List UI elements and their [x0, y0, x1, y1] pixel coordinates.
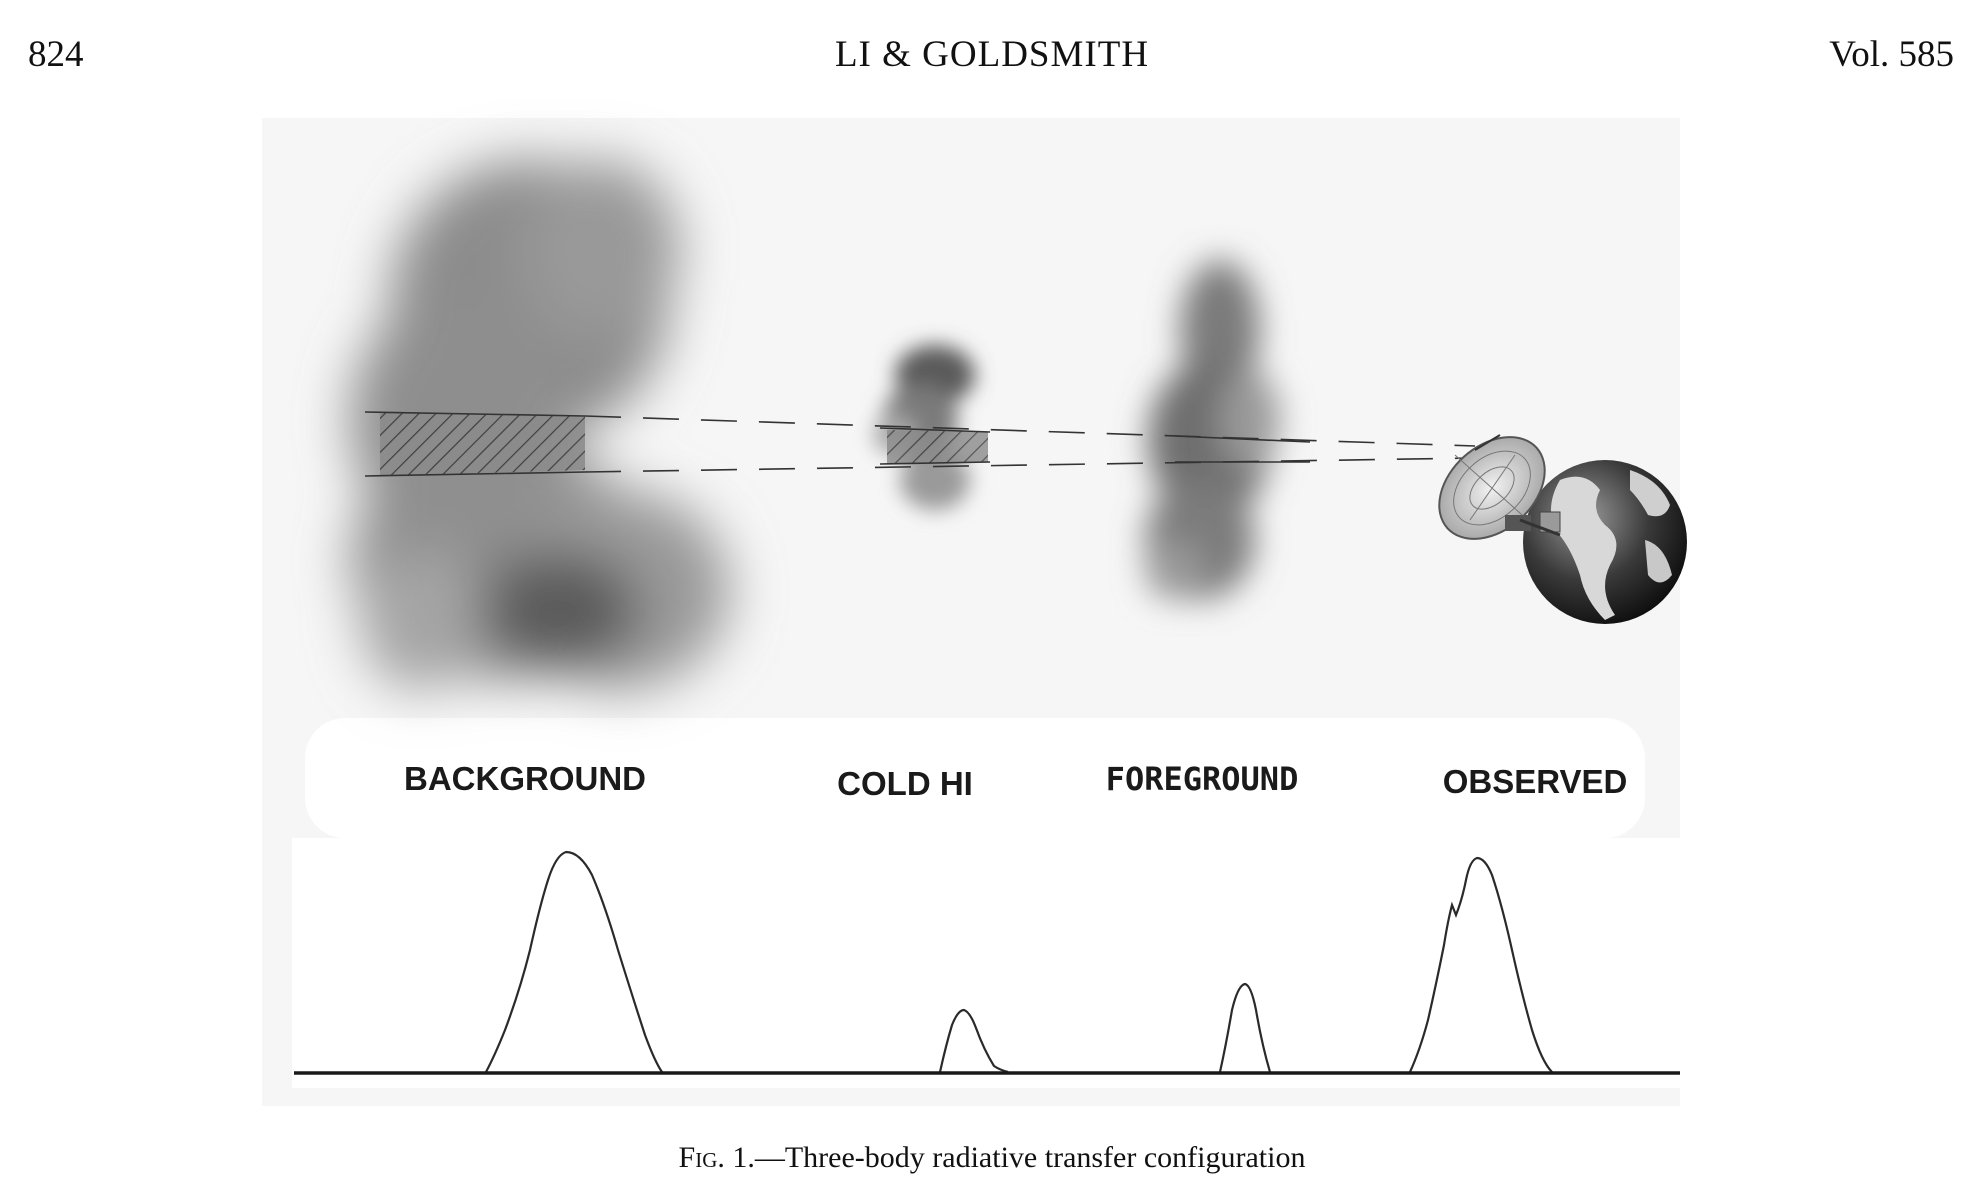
running-title: LI & GOLDSMITH: [834, 34, 1150, 75]
profile-background: [485, 850, 663, 1073]
cold-hi-hatched-beam: [887, 430, 988, 464]
earth-globe-icon: [1523, 460, 1687, 624]
page-number: 824: [28, 34, 84, 75]
volume-label: Vol. 585: [1829, 34, 1954, 75]
profile-band: [292, 838, 1682, 1088]
spectral-profiles: [485, 850, 1553, 1074]
background-hatched-beam: [380, 412, 585, 476]
profile-foreground: [1218, 982, 1272, 1073]
radio-telescope-icon: [1438, 434, 1561, 540]
label-observed: OBSERVED: [1443, 763, 1628, 800]
running-head: 824 LI & GOLDSMITH Vol. 585: [0, 30, 1984, 80]
figure-caption: Fig. 1.—Three-body radiative transfer co…: [0, 1138, 1984, 1178]
foreground-cloud: [1145, 260, 1280, 600]
profile-observed: [1408, 856, 1553, 1073]
label-band: [305, 718, 1645, 838]
label-background: BACKGROUND: [404, 760, 646, 797]
label-cold-hi: COLD HI: [837, 765, 973, 802]
caption-label: Fig. 1.: [678, 1141, 755, 1174]
label-foreground: FOREGROUND: [1106, 760, 1299, 798]
line-of-sight: [364, 411, 1476, 477]
caption-text: —Three-body radiative transfer configura…: [754, 1141, 1306, 1174]
background-cloud: [350, 160, 730, 690]
profile-cold-hi: [938, 1008, 1009, 1074]
